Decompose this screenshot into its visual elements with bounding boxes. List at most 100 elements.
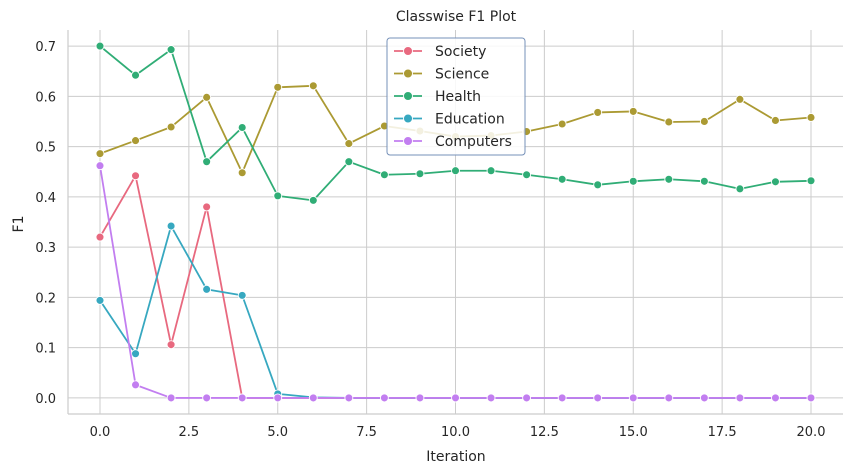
x-tick-label: 20.0 [797,425,826,440]
x-tick-label: 10.0 [441,425,470,440]
data-point-society [166,340,176,350]
data-point-health [202,157,212,167]
y-tick-label: 0.5 [35,141,56,156]
data-point-computers [131,380,140,390]
data-point-society [95,232,105,242]
x-tick-label: 12.5 [530,425,559,440]
data-point-health [806,176,816,186]
y-axis-label: F1 [11,216,27,233]
data-point-health [166,45,176,55]
data-point-health [273,191,283,201]
data-point-health [522,170,532,180]
x-axis-label: Iteration [426,449,485,465]
data-point-science [664,117,674,127]
data-point-education [202,284,212,294]
data-point-computers [771,393,780,403]
data-point-computers [379,393,389,403]
data-point-health [237,123,247,132]
x-tick-label: 7.5 [356,425,377,440]
series-computers [95,161,816,403]
data-point-science [166,122,176,132]
data-point-computers [735,393,745,403]
legend-swatch-marker [403,91,413,101]
legend-box [386,37,526,156]
y-tick-labels: 0.0 0.1 0.2 0.3 0.4 0.5 0.6 0.7 [35,40,56,407]
data-point-computers [202,393,212,403]
data-point-computers [522,393,532,403]
y-tick-label: 0.4 [35,191,56,206]
legend-label: Education [435,112,505,128]
data-point-science [131,136,140,146]
data-point-science [593,107,603,117]
data-point-health [308,195,318,205]
data-point-health [131,70,140,80]
data-point-science [771,116,780,125]
data-point-computers [166,393,176,403]
legend-label: Society [435,44,486,60]
data-point-health [415,169,425,179]
data-point-computers [237,393,247,403]
legend-label: Computers [435,134,512,150]
legend: Society Science Health Education Computers [386,37,526,156]
data-point-computers [95,161,105,171]
data-point-health [344,157,354,167]
data-point-education [95,295,105,305]
data-point-health [735,184,745,194]
y-tick-label: 0.2 [35,291,56,306]
legend-label: Health [435,89,481,105]
data-point-society [202,202,212,212]
data-point-computers [557,393,567,403]
data-point-science [806,113,816,122]
y-tick-label: 0.0 [35,392,56,407]
data-point-health [379,170,389,180]
series-health [95,41,816,205]
data-point-computers [628,393,638,403]
legend-item-health: Health [394,89,481,105]
chart-title: Classwise F1 Plot [396,9,517,25]
legend-swatch-marker [403,46,413,56]
data-point-health [771,177,780,187]
data-point-science [273,82,283,92]
legend-swatch-marker [403,136,413,146]
data-point-science [237,168,247,178]
data-point-science [202,92,212,102]
data-point-society [131,171,140,181]
x-tick-label: 0.0 [90,425,111,440]
data-point-science [628,106,638,116]
data-point-computers [451,393,460,403]
y-tick-label: 0.7 [35,40,56,55]
y-tick-label: 0.1 [35,342,56,357]
legend-swatch-marker [403,68,413,79]
data-point-health [664,174,674,184]
data-point-computers [699,393,709,403]
x-tick-label: 2.5 [179,425,200,440]
data-point-health [557,174,567,184]
data-point-science [95,149,105,159]
data-point-health [486,166,496,176]
data-point-science [699,117,709,126]
data-point-science [735,94,745,104]
data-point-science [308,81,318,91]
legend-item-society: Society [394,44,486,60]
data-point-education [131,349,140,359]
data-point-computers [806,393,816,403]
data-point-science [557,119,567,129]
legend-item-education: Education [394,112,505,128]
y-tick-label: 0.6 [35,90,56,105]
data-point-computers [344,393,354,403]
y-tick-label: 0.3 [35,241,56,256]
x-tick-label: 5.0 [267,425,288,440]
data-point-computers [273,393,283,403]
data-point-computers [308,393,318,403]
legend-item-science: Science [394,67,489,83]
legend-label: Science [435,67,489,83]
axes-spines [67,30,843,415]
data-point-computers [664,393,674,403]
data-point-computers [593,393,603,403]
x-tick-labels: 0.0 2.5 5.0 7.5 10.0 12.5 15.0 17.5 20.0 [90,425,826,440]
data-point-education [237,290,247,300]
data-point-health [593,180,603,190]
x-tick-label: 17.5 [708,425,737,440]
data-point-health [95,41,105,51]
data-point-computers [486,393,496,403]
